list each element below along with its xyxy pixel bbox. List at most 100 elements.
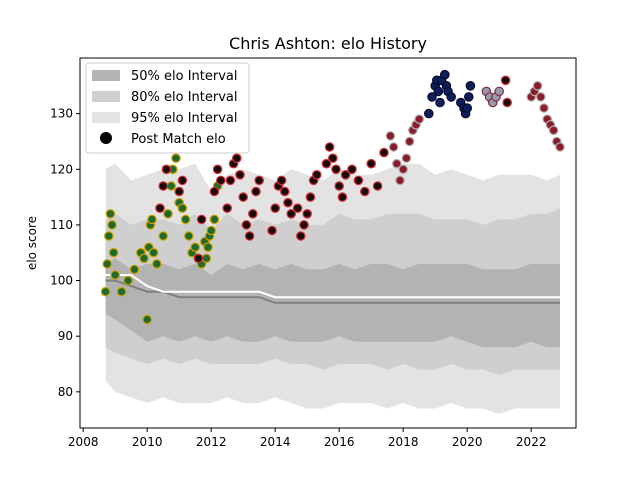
x-tick-label: 2014 xyxy=(260,435,291,449)
elo-point xyxy=(423,108,434,119)
elo-point xyxy=(555,142,565,152)
elo-point xyxy=(379,147,389,158)
y-tick-label: 130 xyxy=(50,107,73,121)
elo-point xyxy=(502,97,512,108)
x-tick-label: 2022 xyxy=(516,435,547,449)
elo-point xyxy=(248,209,258,219)
elo-point xyxy=(276,175,287,186)
legend-swatch-50 xyxy=(92,70,120,81)
elo-point xyxy=(331,164,341,175)
elo-point xyxy=(104,231,114,241)
elo-point xyxy=(161,164,172,175)
interval-bands xyxy=(105,163,560,415)
elo-point xyxy=(267,225,277,236)
median-line xyxy=(105,279,560,304)
elo-point xyxy=(283,197,293,208)
elo-point xyxy=(391,158,402,169)
elo-point xyxy=(299,220,309,230)
elo-point xyxy=(209,214,220,225)
plot-area xyxy=(79,57,577,429)
y-tick-label: 120 xyxy=(50,162,73,176)
elo-point xyxy=(171,153,181,163)
elo-point xyxy=(177,203,188,213)
elo-point xyxy=(404,136,415,147)
elo-point xyxy=(235,170,245,180)
y-tick-label: 100 xyxy=(50,274,73,288)
legend-label-80: 80% elo Interval xyxy=(131,90,238,105)
elo-point xyxy=(433,86,444,97)
elo-point xyxy=(116,286,127,297)
elo-point xyxy=(225,175,236,186)
legend-marker-post-match xyxy=(100,132,112,144)
elo-point xyxy=(158,181,168,191)
elo-point xyxy=(347,164,357,175)
elo-point xyxy=(254,175,265,186)
elo-point xyxy=(292,203,303,213)
elo-point xyxy=(147,214,157,225)
chart-title: Chris Ashton: elo History xyxy=(229,34,427,53)
y-axis-label: elo score xyxy=(25,216,39,270)
y-tick-label: 90 xyxy=(58,329,73,343)
elo-point xyxy=(139,253,149,264)
elo-point xyxy=(311,170,322,180)
elo-point xyxy=(401,153,412,163)
elo-point xyxy=(244,231,255,241)
x-tick-label: 2008 xyxy=(68,435,99,449)
elo-point xyxy=(222,203,232,213)
elo-point xyxy=(427,92,437,102)
post-match-points xyxy=(100,69,565,325)
elo-point xyxy=(184,231,194,241)
elo-point xyxy=(324,142,335,152)
elo-point xyxy=(177,175,188,186)
elo-point xyxy=(435,97,445,108)
elo-point xyxy=(212,164,223,175)
elo-point xyxy=(105,209,116,219)
elo-point xyxy=(123,275,133,286)
legend-label-95: 95% elo Interval xyxy=(131,111,238,126)
plot-frame xyxy=(79,57,577,429)
legend-swatch-95 xyxy=(92,112,120,123)
elo-point xyxy=(535,92,546,102)
elo-point xyxy=(251,186,261,197)
elo-point xyxy=(216,175,226,186)
elo-point xyxy=(166,181,176,191)
mean-line xyxy=(105,274,560,299)
elo-point xyxy=(327,153,338,163)
elo-point xyxy=(548,125,559,136)
elo-point xyxy=(385,131,396,141)
legend-box xyxy=(85,62,250,154)
elo-point xyxy=(500,75,511,86)
elo-point xyxy=(465,81,476,91)
elo-point xyxy=(302,209,312,219)
elo-point xyxy=(305,192,316,202)
elo-point xyxy=(107,220,117,230)
elo-point xyxy=(241,220,252,230)
elo-point xyxy=(295,231,306,241)
x-tick-label: 2016 xyxy=(324,435,355,449)
x-tick-label: 2018 xyxy=(388,435,419,449)
elo-point xyxy=(321,158,332,169)
elo-point xyxy=(155,203,165,213)
elo-point xyxy=(398,164,408,175)
legend-swatch-80 xyxy=(92,91,120,102)
elo-point xyxy=(232,153,242,163)
elo-point xyxy=(353,175,364,186)
elo-point xyxy=(286,209,296,219)
elo-point xyxy=(206,225,216,236)
elo-point xyxy=(129,264,140,275)
elo-point xyxy=(494,86,504,97)
elo-point xyxy=(337,192,348,202)
x-tick-label: 2020 xyxy=(452,435,483,449)
elo-point xyxy=(203,242,213,252)
elo-point xyxy=(158,231,168,241)
x-tick-label: 2010 xyxy=(132,435,163,449)
elo-point xyxy=(180,214,191,225)
elo-point xyxy=(463,92,474,102)
y-tick-label: 80 xyxy=(58,385,73,399)
elo-point xyxy=(359,186,370,197)
elo-point xyxy=(148,247,159,258)
elo-point xyxy=(152,259,162,269)
elo-point xyxy=(414,114,424,124)
elo-point xyxy=(201,253,212,264)
